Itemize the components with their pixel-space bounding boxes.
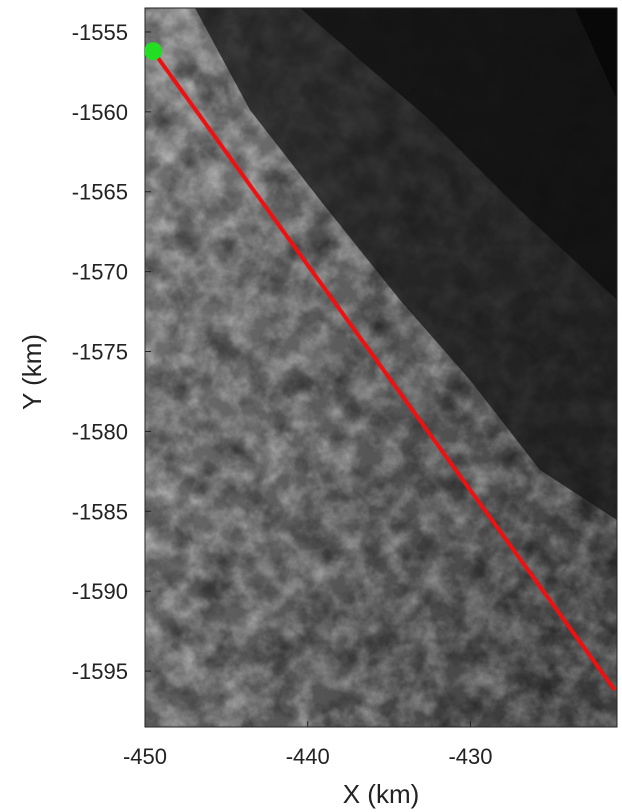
- y-tick-label: -1575: [72, 340, 128, 365]
- y-tick-label: -1585: [72, 499, 128, 524]
- x-tick-label: -450: [123, 744, 167, 769]
- y-tick-label: -1560: [72, 100, 128, 125]
- y-tick-label: -1555: [72, 20, 128, 45]
- x-tick-label: -440: [286, 744, 330, 769]
- y-tick-label: -1590: [72, 579, 128, 604]
- y-tick-label: -1565: [72, 180, 128, 205]
- start-marker-icon: [145, 42, 163, 61]
- y-axis: -1555 -1560 -1565 -1570 -1575 -1580 -1585 -1590…: [72, 20, 151, 684]
- track-line: [151, 49, 616, 691]
- y-tick-label: -1570: [72, 260, 128, 285]
- track-overlay: [145, 42, 616, 691]
- plot-frame: [144, 7, 618, 728]
- y-tick-label: -1595: [72, 659, 128, 684]
- y-tick-label: -1580: [72, 419, 128, 444]
- x-tick-label: -430: [448, 744, 492, 769]
- x-axis: -450 -440 -430: [123, 721, 493, 769]
- x-axis-label: X (km): [343, 779, 420, 809]
- y-axis-label: Y (km): [17, 334, 47, 410]
